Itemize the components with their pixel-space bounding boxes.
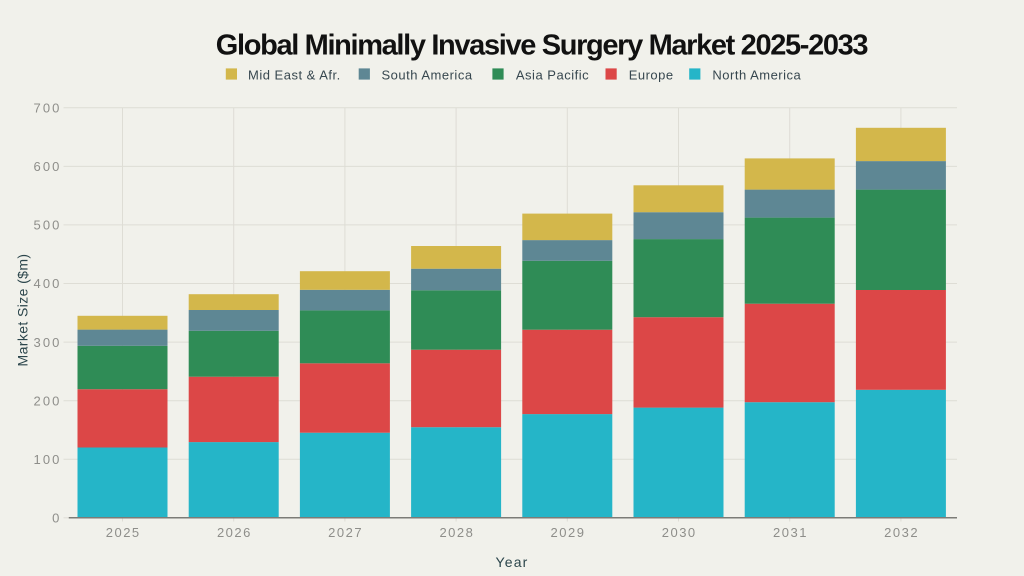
svg-text:2030: 2030 [662,525,697,540]
svg-text:2025: 2025 [106,525,141,540]
svg-text:Europe: Europe [629,67,674,82]
svg-text:2032: 2032 [884,525,919,540]
svg-text:Market Size ($m): Market Size ($m) [15,254,31,367]
svg-text:600: 600 [34,159,62,174]
svg-text:700: 700 [34,101,62,116]
svg-text:Asia Pacific: Asia Pacific [516,67,589,82]
svg-text:2026: 2026 [217,525,252,540]
svg-text:South America: South America [382,67,473,82]
svg-text:100: 100 [34,452,62,467]
svg-text:400: 400 [34,276,62,291]
svg-text:300: 300 [34,335,62,350]
svg-text:0: 0 [52,511,61,526]
svg-text:Global Minimally Invasive Surg: Global Minimally Invasive Surgery Market… [216,30,869,62]
svg-text:500: 500 [34,218,62,233]
svg-text:Mid East & Afr.: Mid East & Afr. [248,67,341,82]
svg-text:2029: 2029 [551,525,586,540]
svg-text:Year: Year [495,554,528,570]
svg-text:2031: 2031 [773,525,808,540]
svg-text:2028: 2028 [439,525,474,540]
svg-text:2027: 2027 [328,525,363,540]
svg-text:North America: North America [712,67,801,82]
svg-text:200: 200 [34,393,62,408]
